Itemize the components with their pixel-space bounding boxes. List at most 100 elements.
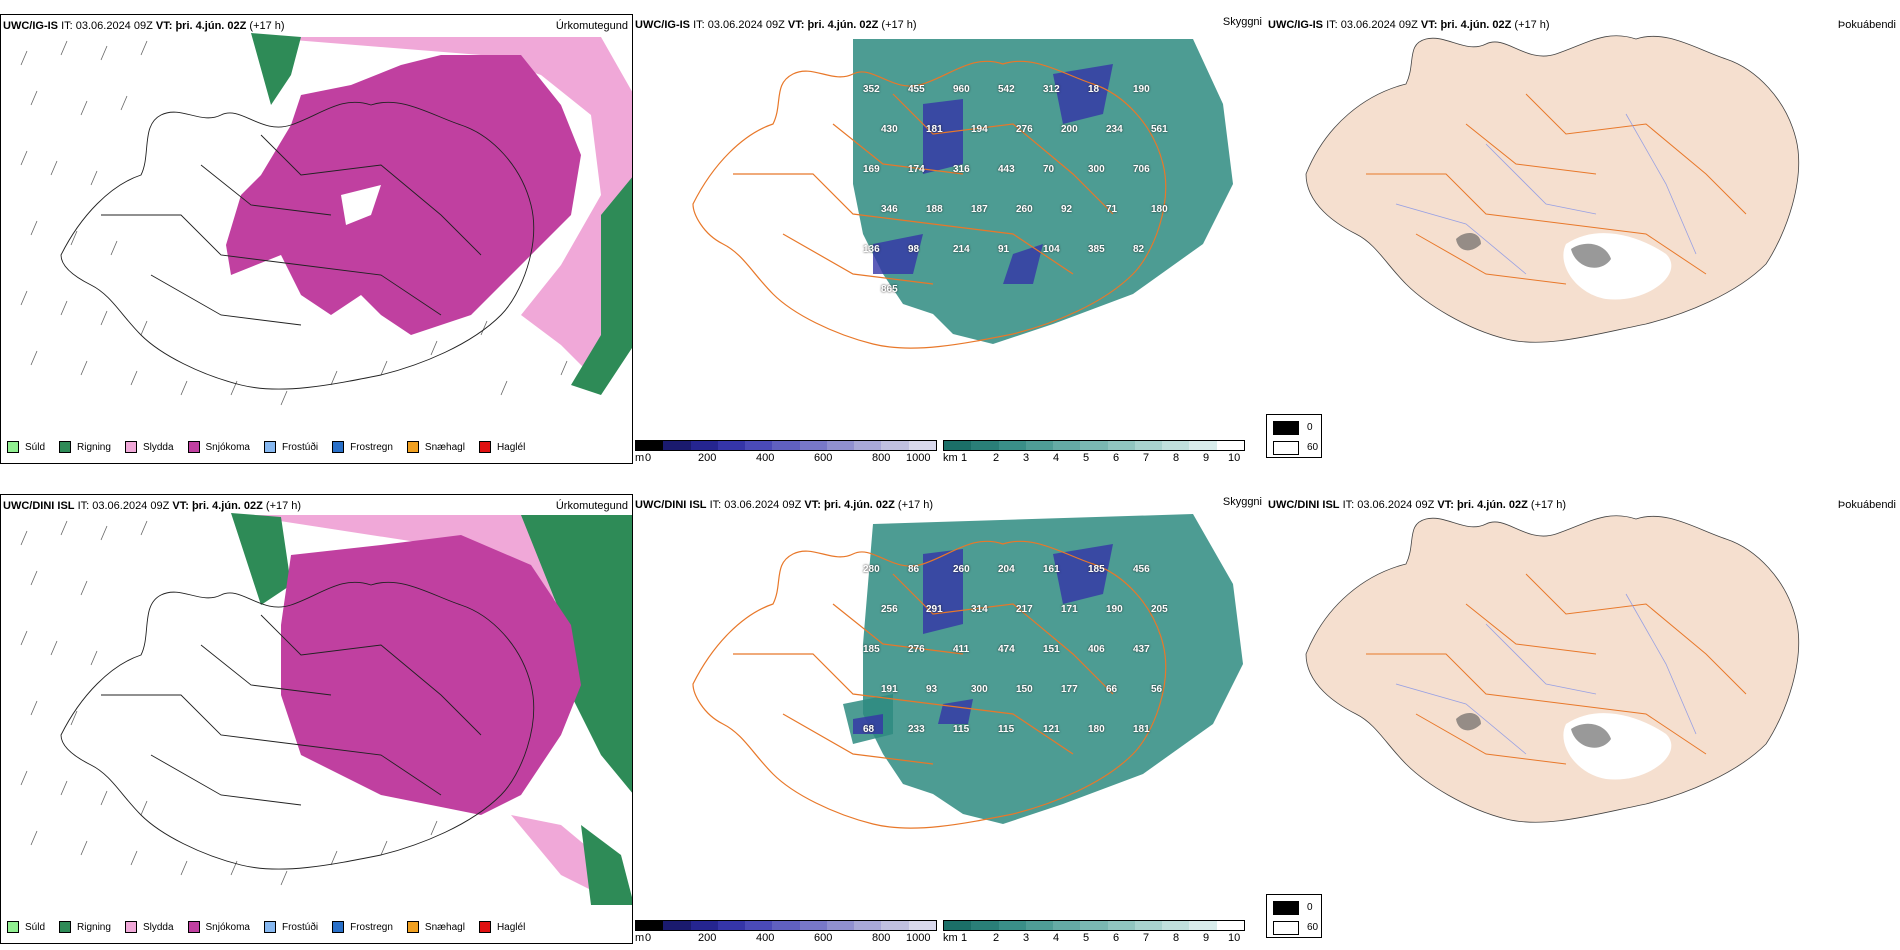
precip-legend: Súld Rigning Slydda Snjókoma Frostúði Fr…: [7, 441, 539, 453]
height-label: 314: [971, 604, 988, 615]
height-label: 312: [1043, 84, 1060, 95]
visibility-map: [692, 39, 1233, 349]
height-label: 352: [863, 84, 880, 95]
height-label: 194: [971, 124, 988, 135]
precip-map: [20, 513, 632, 905]
panel-header: UWC/DINI ISL IT: 03.06.2024 09Z VT: þri.…: [1268, 499, 1567, 511]
height-label: 151: [1043, 644, 1060, 655]
height-label: 171: [1061, 604, 1078, 615]
height-label: 181: [926, 124, 943, 135]
legend-item: Frostúði: [263, 441, 318, 453]
fog-panel-top: UWC/IG-IS IT: 03.06.2024 09Z VT: þri. 4.…: [1266, 14, 1900, 464]
height-label: 430: [881, 124, 898, 135]
height-label: 82: [1133, 244, 1145, 255]
height-colorbar: [635, 440, 937, 451]
visibility-panel-top: UWC/IG-IS IT: 03.06.2024 09Z VT: þri. 4.…: [633, 14, 1266, 464]
precip-type-panel-bottom: UWC/DINI ISL IT: 03.06.2024 09Z VT: þri.…: [0, 494, 633, 944]
height-label: 180: [1151, 204, 1168, 215]
height-label: 233: [908, 724, 925, 735]
height-label: 92: [1061, 204, 1073, 215]
height-label: 86: [908, 564, 920, 575]
tick: 400: [756, 932, 775, 944]
height-label: 406: [1088, 644, 1105, 655]
fog-colorkey: 0 60: [1266, 894, 1322, 938]
panel-header: UWC/DINI ISL IT: 03.06.2024 09Z VT: þri.…: [3, 500, 302, 512]
height-label: 456: [1133, 564, 1150, 575]
height-label: 190: [1133, 84, 1150, 95]
height-label: 256: [881, 604, 898, 615]
visibility-colorbar: [943, 440, 1245, 451]
height-unit: m: [635, 452, 645, 464]
height-label: 174: [908, 164, 925, 175]
fog-map: [1305, 35, 1800, 343]
height-label: 346: [881, 204, 898, 215]
tick: 4: [1053, 452, 1060, 464]
tick: 7: [1143, 932, 1150, 944]
height-label: 443: [998, 164, 1015, 175]
height-label: 960: [953, 84, 970, 95]
height-label: 150: [1016, 684, 1033, 695]
height-label: 217: [1016, 604, 1033, 615]
panel-title: Skyggni: [1222, 16, 1262, 28]
tick: 1: [961, 452, 968, 464]
height-label: 121: [1043, 724, 1060, 735]
precip-legend: Súld Rigning Slydda Snjókoma Frostúði Fr…: [7, 921, 539, 933]
height-label: 68: [863, 724, 875, 735]
height-label: 437: [1133, 644, 1150, 655]
panel-title: Úrkomutegund: [555, 500, 628, 512]
height-label: 98: [908, 244, 920, 255]
tick: 3: [1023, 452, 1030, 464]
panel-header: UWC/IG-IS IT: 03.06.2024 09Z VT: þri. 4.…: [1268, 19, 1550, 31]
legend-item: Haglél: [478, 921, 525, 933]
visibility-map: [692, 514, 1243, 829]
height-label: 70: [1043, 164, 1055, 175]
height-label: 180: [1088, 724, 1105, 735]
panel-title: Úrkomutegund: [555, 20, 628, 32]
height-label: 91: [998, 244, 1010, 255]
height-label: 190: [1106, 604, 1123, 615]
height-label: 260: [1016, 204, 1033, 215]
height-label: 136: [863, 244, 880, 255]
tick: 9: [1203, 452, 1210, 464]
height-unit: m: [635, 932, 645, 944]
tick: 8: [1173, 452, 1180, 464]
height-label: 474: [998, 644, 1015, 655]
height-colorbar: [635, 920, 937, 931]
height-label: 316: [953, 164, 970, 175]
fog-panel-bottom: UWC/DINI ISL IT: 03.06.2024 09Z VT: þri.…: [1266, 494, 1900, 944]
tick: 800: [872, 452, 891, 464]
tick: 8: [1173, 932, 1180, 944]
precip-map: [20, 33, 632, 406]
height-label: 300: [971, 684, 988, 695]
tick: 5: [1083, 932, 1090, 944]
tick: 7: [1143, 452, 1150, 464]
height-label: 411: [953, 644, 970, 655]
panel-title: Þokuábendi: [1837, 499, 1896, 511]
legend-item: Snjókoma: [187, 921, 250, 933]
height-label: 18: [1088, 84, 1100, 95]
height-label: 260: [953, 564, 970, 575]
height-label: 276: [1016, 124, 1033, 135]
height-label: 188: [926, 204, 943, 215]
tick: 0: [645, 452, 652, 464]
legend-item: Snæhagl: [406, 441, 465, 453]
legend-item: Slydda: [124, 441, 174, 453]
vis-unit: km: [943, 452, 958, 464]
tick: 600: [814, 452, 833, 464]
tick: 4: [1053, 932, 1060, 944]
height-label: 200: [1061, 124, 1078, 135]
tick: 5: [1083, 452, 1090, 464]
tick: 800: [872, 932, 891, 944]
height-label: 177: [1061, 684, 1078, 695]
height-label: 300: [1088, 164, 1105, 175]
height-label: 66: [1106, 684, 1118, 695]
height-label: 280: [863, 564, 880, 575]
tick: 2: [993, 932, 1000, 944]
height-label: 385: [1088, 244, 1105, 255]
height-label: 191: [881, 684, 898, 695]
visibility-colorbar: [943, 920, 1245, 931]
height-label: 276: [908, 644, 925, 655]
panel-header: UWC/DINI ISL IT: 03.06.2024 09Z VT: þri.…: [635, 499, 934, 511]
height-label: 455: [908, 84, 925, 95]
height-label: 115: [953, 724, 970, 735]
